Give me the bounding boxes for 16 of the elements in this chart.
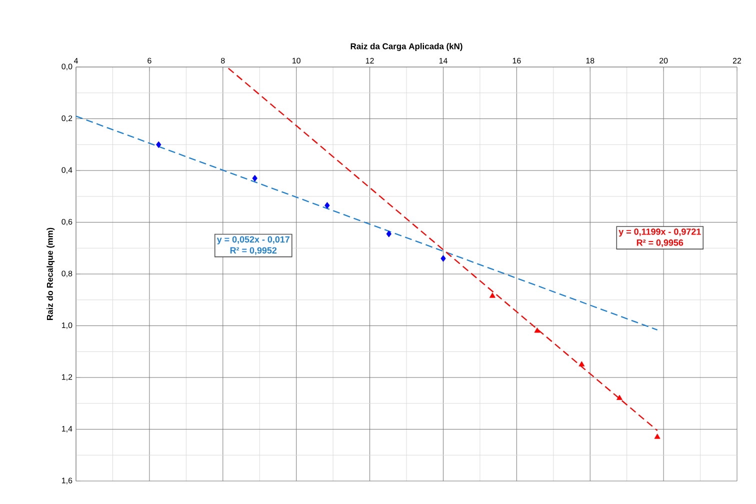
point: [534, 328, 540, 333]
point: [252, 174, 258, 182]
point: [156, 141, 162, 148]
annotation: R² = 0,9956: [636, 239, 684, 248]
annotation: y = 0,052x - 0,017: [216, 236, 290, 244]
point: [616, 394, 622, 400]
point: [654, 434, 660, 439]
annotation: R² = 0,9952: [230, 247, 277, 255]
point: [489, 292, 496, 298]
point: [324, 202, 330, 209]
point: [440, 255, 446, 262]
y-axis-title: Raiz do Recalque (mm): [46, 228, 55, 320]
point: [386, 230, 392, 238]
point: [578, 361, 585, 366]
annotation: y = 0,1199x - 0,9721: [618, 228, 701, 237]
x-axis-title: Raiz da Carga Aplicada (kN): [350, 43, 462, 51]
